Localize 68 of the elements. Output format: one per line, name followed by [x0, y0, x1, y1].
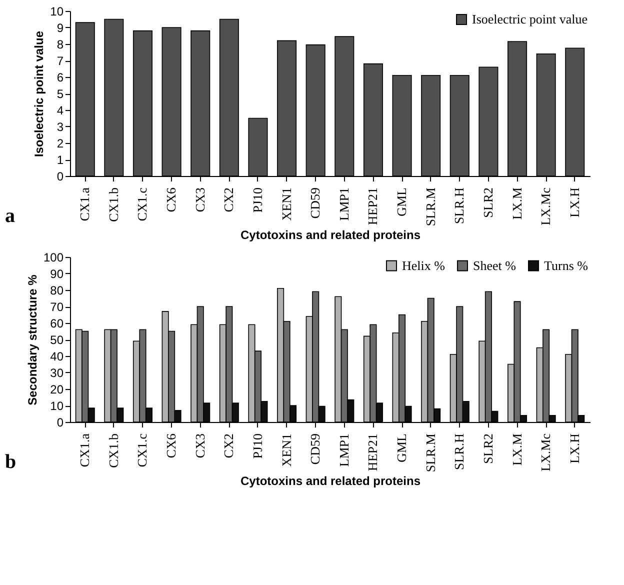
- x-tick-label: CD59: [308, 434, 323, 465]
- x-tick-label: CX1.b: [106, 188, 121, 222]
- x-tick-label: SLR.M: [422, 433, 438, 472]
- y-tick-label: 30: [50, 366, 64, 380]
- x-tick-label: SLR.M: [422, 187, 438, 226]
- y-tick-label: 7: [56, 54, 64, 68]
- y-tick-label: 0: [56, 170, 64, 184]
- x-tick-label: CX1.c: [134, 187, 150, 222]
- y-tick-label: 9: [56, 21, 64, 35]
- y-tick-label: 8: [56, 38, 64, 52]
- y-tick-label: 10: [50, 399, 64, 413]
- x-tick-label: CX3: [192, 188, 208, 212]
- x-tick-label: SLR2: [480, 434, 496, 464]
- x-tick-label: HEP21: [365, 188, 380, 226]
- y-tick-label: 4: [56, 104, 64, 118]
- y-tick-label: 60: [50, 316, 64, 330]
- y-tick-label: 3: [56, 120, 64, 134]
- y-tick-label: 80: [50, 284, 64, 298]
- x-tick-label: CX1.a: [77, 433, 92, 468]
- y-tick-label: 6: [56, 70, 64, 84]
- x-tick-label: LX.Mc: [538, 433, 554, 472]
- legend-label: Sheet %: [473, 258, 516, 273]
- x-tick-label: CX3: [192, 434, 208, 458]
- y-tick-label: 20: [50, 382, 64, 396]
- y-tick-label: 2: [56, 136, 64, 150]
- x-tick-label: GML: [394, 433, 410, 462]
- x-tick-label: CX2: [221, 434, 236, 458]
- x-axis-title: Cytotoxins and related proteins: [240, 474, 421, 488]
- x-tick-label: CX1.b: [106, 434, 121, 468]
- legend-label: Turns %: [544, 258, 588, 273]
- y-tick-label: 10: [50, 4, 64, 18]
- x-tick-label: LX.Mc: [538, 187, 554, 226]
- x-tick-label: LX.M: [509, 433, 524, 466]
- x-tick-label: XEN1: [278, 188, 294, 221]
- legend-label: Helix %: [402, 258, 446, 273]
- x-tick-label: LX.H: [566, 434, 582, 464]
- x-tick-label: LX.H: [566, 188, 582, 218]
- x-tick-label: CX6: [164, 187, 179, 212]
- y-tick-label: 90: [50, 267, 64, 281]
- x-tick-label: CX6: [164, 433, 179, 458]
- x-tick-label: LMP1: [336, 434, 352, 467]
- x-tick-label: CX1.a: [77, 187, 92, 222]
- x-tick-label: SLR.H: [452, 188, 467, 224]
- x-tick-label: SLR2: [480, 188, 496, 218]
- x-axis-title: Cytotoxins and related proteins: [240, 228, 421, 242]
- x-tick-label: HEP21: [365, 434, 380, 472]
- y-tick-label: 100: [43, 250, 64, 264]
- x-tick-label: CD59: [308, 188, 323, 219]
- x-tick-label: LX.M: [509, 187, 524, 220]
- y-tick-label: 50: [50, 333, 64, 347]
- y-tick-label: 0: [56, 416, 64, 430]
- x-tick-label: XEN1: [278, 434, 294, 467]
- text: b: [5, 451, 16, 473]
- y-tick-label: 1: [56, 153, 64, 167]
- x-tick-label: CX2: [221, 188, 236, 212]
- legend-label: Isoelectric point value: [472, 12, 588, 26]
- text: a: [5, 205, 15, 227]
- y-tick-label: 70: [50, 300, 64, 314]
- y-axis-title: Secondary structure %: [25, 274, 40, 406]
- x-tick-label: PJ10: [250, 434, 265, 459]
- x-tick-label: SLR.H: [452, 434, 467, 470]
- x-tick-label: PJ10: [250, 188, 265, 213]
- x-tick-label: GML: [394, 187, 410, 216]
- x-tick-label: CX1.c: [134, 433, 150, 468]
- y-axis-title: Isoelectric point value: [32, 30, 46, 158]
- y-tick-label: 40: [50, 350, 64, 364]
- y-tick-label: 5: [56, 87, 64, 101]
- x-tick-label: LMP1: [336, 188, 352, 221]
